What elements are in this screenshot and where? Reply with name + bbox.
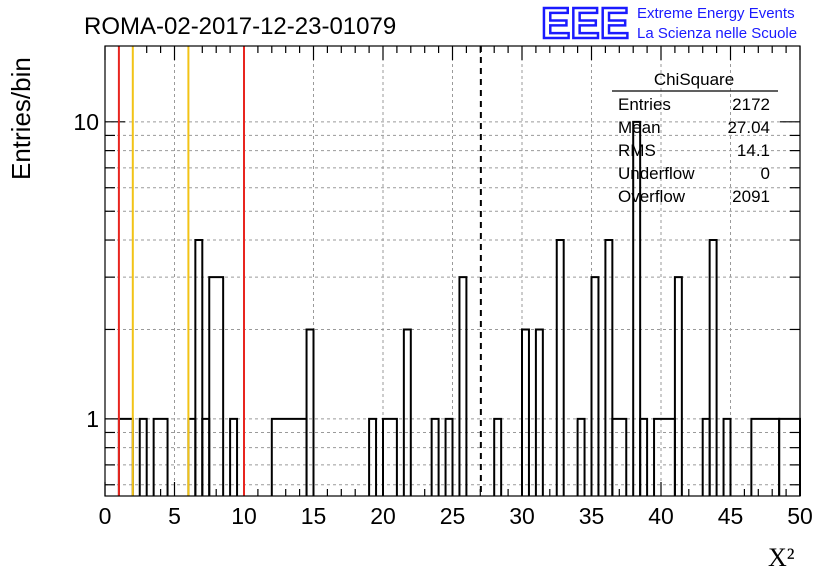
y-axis-label: Entries/bin [6,57,36,180]
histogram-bar [576,417,586,496]
x-tick-label: 0 [99,503,112,529]
chart-title: ROMA-02-2017-12-23-01079 [84,13,396,40]
eee-logo: EEE Extreme Energy Events La Scienza nel… [540,0,797,49]
x-tick-label: 5 [168,503,181,529]
histogram-bar [208,276,225,496]
histogram-bar [382,417,398,496]
stats-label: Entries [618,95,671,114]
x-tick-labels: 0 5 10 15 20 25 30 35 40 45 50 [99,503,813,529]
histogram-bar [590,276,600,496]
x-tick-label: 40 [648,503,674,529]
histogram-bar [555,239,565,496]
stats-value: 0 [761,164,770,183]
histogram-bar [611,417,628,496]
histogram-bar [708,239,718,496]
x-tick-label: 50 [787,503,813,529]
histogram-bar [138,417,148,496]
x-tick-label: 35 [579,503,605,529]
stats-value: 2172 [732,95,770,114]
histogram-bar [534,328,544,496]
histogram-bar [430,417,440,496]
histogram-bar [458,276,468,496]
histogram-bars [117,120,801,496]
stats-title: ChiSquare [654,70,734,89]
x-tick-label: 25 [440,503,466,529]
logo-line-2: La Scienza nelle Scuole [637,25,797,42]
logo-line-1: Extreme Energy Events [637,5,795,22]
eee-logo-mark: EEE [541,0,629,48]
plot-frame [104,45,801,497]
histogram-bar [673,276,683,496]
stats-box: ChiSquare Entries 2172 Mean 27.04 RMS 14.1 Und… [612,70,778,206]
histogram-bar [368,417,378,496]
histogram-bar [229,417,239,496]
reference-lines [117,46,482,496]
histogram-bar [639,417,649,496]
stats-label: Mean [618,118,661,137]
stats-rows: Entries 2172 Mean 27.04 RMS 14.1 Underflow 0 Ove… [618,95,770,206]
histogram-bar [194,239,204,496]
histogram-bar [521,328,530,496]
y-tick-label: 10 [73,109,99,135]
histogram-bar [604,239,614,496]
x-tick-label: 30 [509,503,535,529]
stats-value: 2091 [732,187,770,206]
stats-label: Overflow [618,187,686,206]
stats-label: RMS [618,141,656,160]
histogram-bar [270,417,308,496]
histogram-bar [444,417,454,496]
x-axis-label: X² [768,543,795,572]
stats-label: Underflow [618,164,695,183]
x-tick-label: 10 [231,503,257,529]
x-tick-label: 20 [370,503,396,529]
x-tick-label: 15 [301,503,327,529]
y-tick-label: 1 [86,406,99,432]
histogram-bar [493,417,503,496]
stats-value: 14.1 [737,141,770,160]
histogram-bar [152,417,169,496]
histogram-bar [402,328,412,496]
histogram-bar [722,417,732,496]
histogram-bar [632,120,642,496]
histogram-bar [305,328,315,496]
x-tick-label: 45 [718,503,744,529]
y-tick-labels: 1 10 [73,109,99,432]
stats-value: 27.04 [727,118,770,137]
